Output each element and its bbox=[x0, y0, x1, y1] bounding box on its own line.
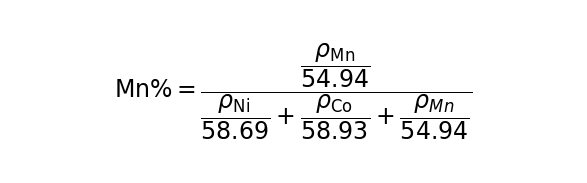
Text: $\mathrm{Mn\%} = \dfrac{\dfrac{\rho_{\mathrm{Mn}}}{54.94}}{\dfrac{\rho_{\mathrm{: $\mathrm{Mn\%} = \dfrac{\dfrac{\rho_{\ma… bbox=[114, 41, 473, 142]
